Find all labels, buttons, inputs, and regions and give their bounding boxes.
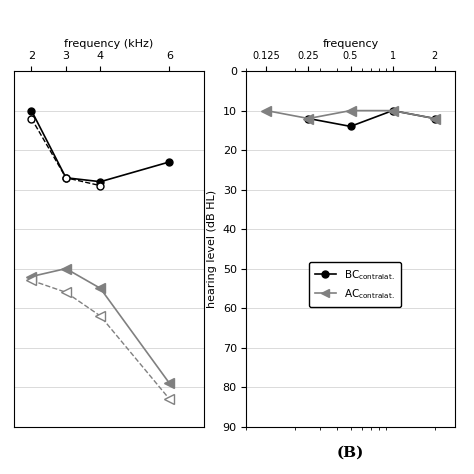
X-axis label: frequency (kHz): frequency (kHz) (64, 39, 154, 49)
Legend: BC$_{\mathregular{contralat.}}$, AC$_{\mathregular{contralat.}}$: BC$_{\mathregular{contralat.}}$, AC$_{\m… (309, 262, 401, 307)
Text: (B): (B) (337, 446, 365, 460)
X-axis label: frequency: frequency (323, 39, 379, 49)
Y-axis label: hearing level (dB HL): hearing level (dB HL) (207, 190, 217, 308)
